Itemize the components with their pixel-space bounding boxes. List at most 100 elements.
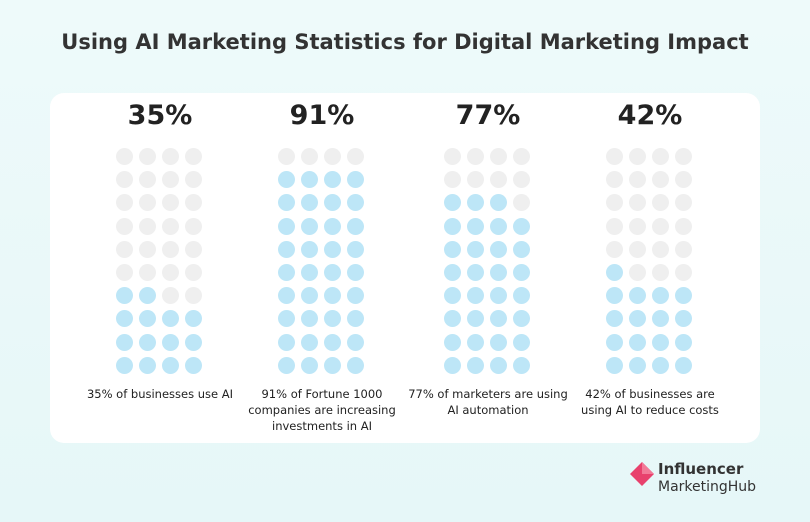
empty-dot (161, 148, 179, 165)
filled-dot (466, 310, 484, 328)
empty-dot (138, 264, 156, 281)
empty-dot (674, 148, 692, 165)
filled-dot (184, 333, 202, 351)
filled-dot (115, 287, 133, 305)
empty-dot (443, 171, 461, 189)
filled-dot (277, 264, 295, 281)
filled-dot (346, 194, 364, 212)
empty-dot (605, 194, 623, 212)
filled-dot (489, 264, 507, 281)
filled-dot (323, 333, 341, 351)
filled-dot (323, 310, 341, 328)
empty-dot (138, 194, 156, 212)
empty-dot (184, 264, 202, 281)
empty-dot (628, 171, 646, 189)
filled-dot (323, 264, 341, 281)
filled-dot (443, 240, 461, 258)
empty-dot (161, 217, 179, 235)
empty-dot (115, 264, 133, 281)
filled-dot (674, 310, 692, 328)
value-label: 35% (127, 100, 193, 131)
empty-dot (489, 148, 507, 165)
filled-dot (300, 171, 318, 189)
filled-dot (628, 310, 646, 328)
filled-dot (138, 287, 156, 305)
filled-dot (138, 356, 156, 374)
filled-dot (277, 310, 295, 328)
filled-dot (300, 333, 318, 351)
empty-dot (466, 148, 484, 165)
filled-dot (512, 356, 530, 374)
filled-dot (277, 240, 295, 258)
logo-icon-facet (642, 462, 654, 474)
filled-dot (300, 194, 318, 212)
empty-dot (184, 194, 202, 212)
category-label: 91% of Fortune 1000 companies are increa… (248, 387, 396, 433)
filled-dot (323, 194, 341, 212)
filled-dot (674, 287, 692, 305)
filled-dot (346, 171, 364, 189)
filled-dot (443, 356, 461, 374)
filled-dot (300, 356, 318, 374)
empty-dot (161, 287, 179, 305)
filled-dot (466, 287, 484, 305)
empty-dot (651, 264, 669, 281)
empty-dot (115, 194, 133, 212)
filled-dot (605, 287, 623, 305)
empty-dot (184, 240, 202, 258)
filled-dot (346, 356, 364, 374)
filled-dot (346, 310, 364, 328)
filled-dot (512, 333, 530, 351)
filled-dot (277, 287, 295, 305)
filled-dot (512, 217, 530, 235)
filled-dot (323, 240, 341, 258)
empty-dot (138, 148, 156, 165)
filled-dot (346, 264, 364, 281)
empty-dot (651, 148, 669, 165)
empty-dot (161, 264, 179, 281)
filled-dot (443, 217, 461, 235)
empty-dot (628, 148, 646, 165)
empty-dot (277, 148, 295, 165)
filled-dot (605, 333, 623, 351)
filled-dot (628, 333, 646, 351)
empty-dot (651, 171, 669, 189)
empty-dot (674, 217, 692, 235)
filled-dot (466, 264, 484, 281)
filled-dot (443, 333, 461, 351)
empty-dot (115, 217, 133, 235)
empty-dot (651, 240, 669, 258)
empty-dot (674, 171, 692, 189)
filled-dot (628, 287, 646, 305)
filled-dot (346, 287, 364, 305)
chart-title: Using AI Marketing Statistics for Digita… (61, 30, 749, 54)
filled-dot (300, 287, 318, 305)
filled-dot (184, 356, 202, 374)
empty-dot (674, 240, 692, 258)
filled-dot (161, 356, 179, 374)
filled-dot (300, 217, 318, 235)
filled-dot (161, 310, 179, 328)
filled-dot (605, 310, 623, 328)
empty-dot (628, 264, 646, 281)
filled-dot (512, 287, 530, 305)
filled-dot (443, 264, 461, 281)
category-label: 77% of marketers are using AI automation (408, 387, 568, 417)
filled-dot (138, 333, 156, 351)
filled-dot (674, 333, 692, 351)
filled-dot (489, 194, 507, 212)
empty-dot (489, 171, 507, 189)
filled-dot (300, 240, 318, 258)
empty-dot (346, 148, 364, 165)
empty-dot (651, 217, 669, 235)
filled-dot (346, 333, 364, 351)
value-label: 91% (289, 100, 355, 131)
value-label: 42% (617, 100, 683, 131)
filled-dot (512, 240, 530, 258)
value-label: 77% (455, 100, 521, 131)
empty-dot (512, 171, 530, 189)
filled-dot (323, 171, 341, 189)
empty-dot (605, 171, 623, 189)
filled-dot (443, 310, 461, 328)
empty-dot (138, 171, 156, 189)
